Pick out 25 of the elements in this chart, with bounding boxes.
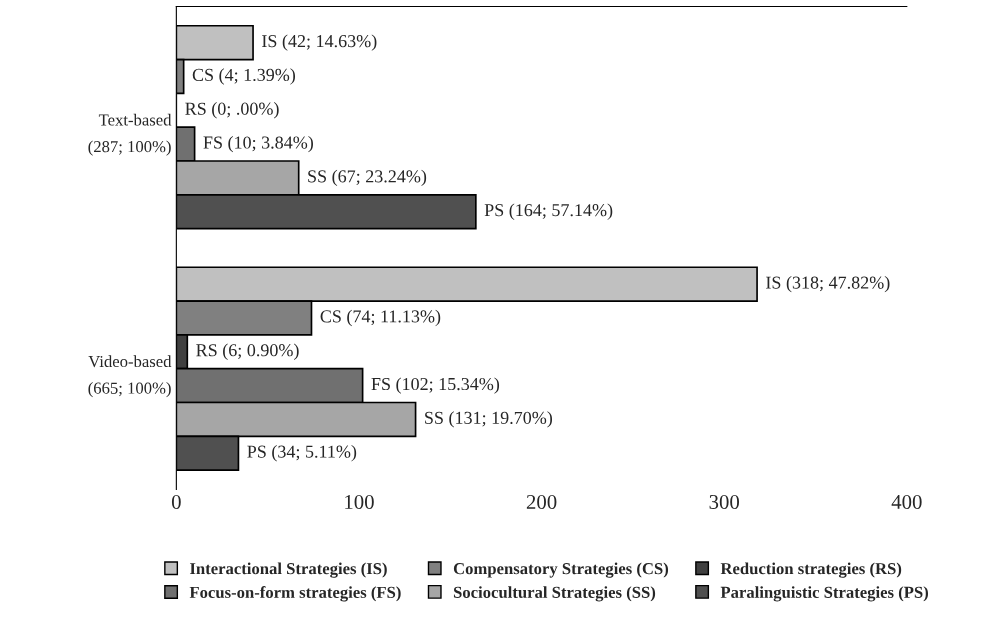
legend-label: Focus-on-form strategies (FS) bbox=[189, 586, 401, 602]
data-label: RS (0; .00%) bbox=[185, 102, 279, 119]
data-label: RS (6; 0.90%) bbox=[196, 343, 299, 360]
data-label: IS (318; 47.82%) bbox=[766, 275, 890, 293]
data-label: SS (67; 23.24%) bbox=[308, 169, 427, 187]
data-label: PS (34; 5.11%) bbox=[247, 445, 357, 462]
legend-label: Sociocultural Strategies (SS) bbox=[453, 586, 656, 602]
data-label: IS (42; 14.63%) bbox=[262, 34, 377, 51]
legend-label: Paralinguistic Strategies (PS) bbox=[720, 586, 929, 602]
legend-label: Interactional Strategies (IS) bbox=[189, 562, 387, 578]
legend-label: Reduction strategies (RS) bbox=[720, 562, 902, 578]
data-label: SS (131; 19.70%) bbox=[425, 411, 553, 428]
y-tick-label: Video-based (665; 100%) bbox=[88, 355, 172, 398]
y-tick-label: Text-based (287; 100%) bbox=[88, 113, 172, 156]
legend-label: Compensatory Strategies (CS) bbox=[453, 562, 669, 578]
data-label: FS (10; 3.84%) bbox=[203, 135, 313, 153]
data-label: CS (4; 1.39%) bbox=[192, 68, 296, 85]
x-tick-label: 100 bbox=[345, 494, 374, 509]
data-label: FS (102; 15.34%) bbox=[371, 377, 500, 394]
x-tick-label: 200 bbox=[526, 494, 557, 509]
x-tick-label: 400 bbox=[891, 494, 922, 509]
data-label: CS (74; 11.13%) bbox=[320, 309, 441, 327]
x-tick-label: 0 bbox=[171, 494, 181, 509]
data-label: PS (164; 57.14%) bbox=[484, 203, 613, 220]
x-tick-label: 300 bbox=[709, 494, 740, 509]
